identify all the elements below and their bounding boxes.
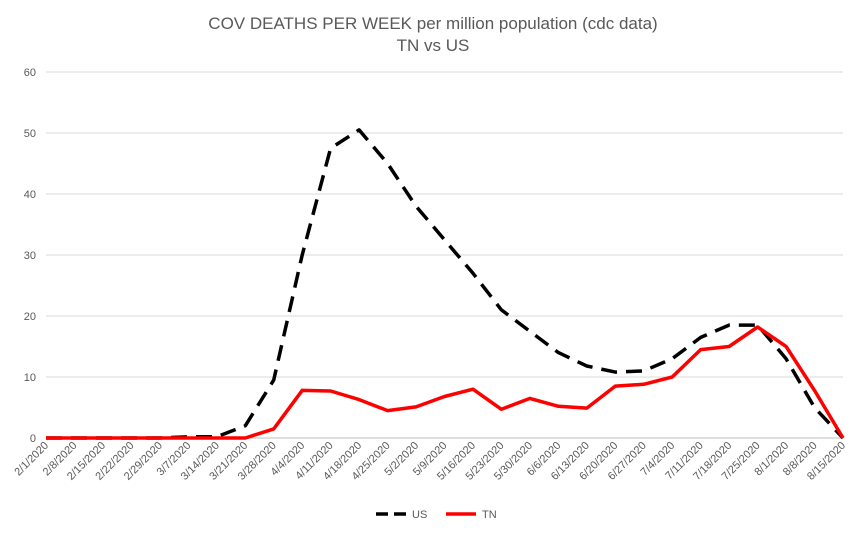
y-tick-label: 20 <box>24 311 36 323</box>
legend: US TN <box>376 509 497 521</box>
x-axis-ticks: 2/1/20202/8/20202/15/20202/22/20202/29/2… <box>12 440 848 483</box>
gridlines <box>46 71 843 439</box>
y-tick-label: 50 <box>24 128 36 140</box>
series-lines <box>45 128 845 440</box>
chart-title: COV DEATHS PER WEEK per million populati… <box>208 14 657 33</box>
y-tick-label: 0 <box>30 433 36 445</box>
chart-subtitle: TN vs US <box>397 36 470 55</box>
y-axis-ticks: 0 10 20 30 40 50 60 <box>24 67 36 445</box>
y-tick-label: 10 <box>24 372 36 384</box>
y-tick-label: 60 <box>24 67 36 79</box>
legend-label-us: US <box>412 509 427 521</box>
y-tick-label: 40 <box>24 189 36 201</box>
series-line-tn <box>46 325 845 440</box>
legend-label-tn: TN <box>482 509 497 521</box>
series-line-us <box>46 128 845 440</box>
y-tick-label: 30 <box>24 250 36 262</box>
